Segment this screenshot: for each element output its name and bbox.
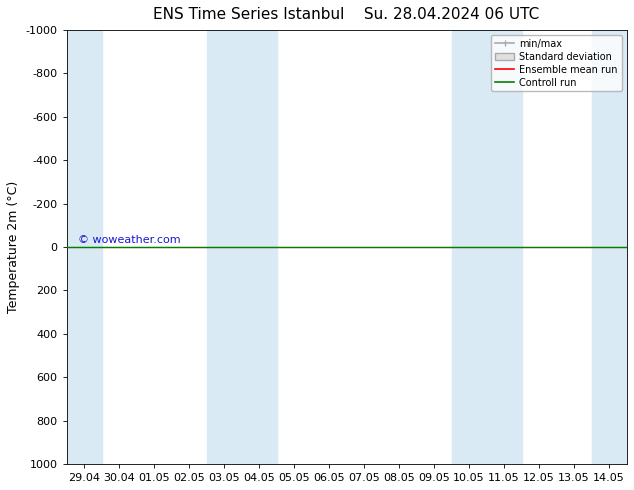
- Bar: [242, 30, 276, 464]
- Bar: [486, 30, 522, 464]
- Title: ENS Time Series Istanbul    Su. 28.04.2024 06 UTC: ENS Time Series Istanbul Su. 28.04.2024 …: [153, 7, 540, 22]
- Text: © woweather.com: © woweather.com: [78, 235, 180, 245]
- Y-axis label: Temperature 2m (°C): Temperature 2m (°C): [7, 181, 20, 313]
- Bar: [67, 30, 101, 464]
- Bar: [451, 30, 486, 464]
- Legend: min/max, Standard deviation, Ensemble mean run, Controll run: min/max, Standard deviation, Ensemble me…: [491, 35, 622, 92]
- Bar: [592, 30, 626, 464]
- Bar: [207, 30, 242, 464]
